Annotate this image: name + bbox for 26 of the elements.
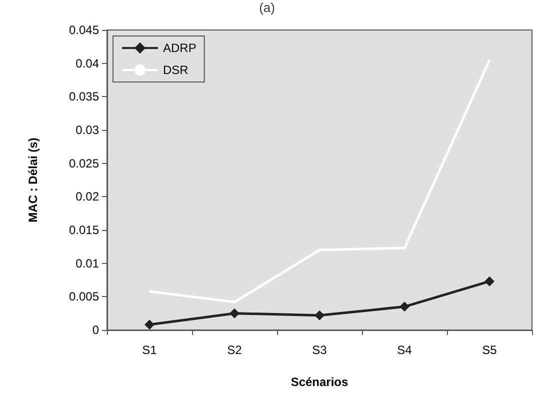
legend-label: DSR (163, 63, 189, 77)
point (144, 320, 154, 330)
y-tick-label: 0.04 (76, 56, 100, 70)
point (484, 276, 494, 286)
y-tick-label: 0.01 (76, 256, 100, 270)
y-tick-label: 0.045 (68, 23, 100, 37)
legend-label: ADRP (163, 41, 196, 55)
x-axis-title: Scénarios (290, 375, 348, 389)
y-tick-label: 0.03 (76, 123, 100, 137)
y-axis-title: MAC : Délai (s) (26, 138, 40, 222)
line-series (148, 58, 491, 304)
point (314, 310, 324, 320)
x-tick-label: S5 (482, 343, 498, 357)
x-tick-label: S2 (227, 343, 242, 357)
x-tick-label: S3 (312, 343, 328, 357)
y-tick-label: 0.025 (68, 156, 100, 170)
y-tick-label: 0 (92, 323, 100, 337)
y-tick-label: 0.015 (68, 223, 100, 237)
x-tick-label: S4 (397, 343, 412, 357)
y-tick-label: 0.035 (68, 90, 100, 104)
chart-title: (a) (259, 0, 275, 15)
point (230, 308, 240, 318)
point (400, 302, 410, 312)
x-tick-label: S1 (142, 343, 158, 357)
y-tick-label: 0.02 (76, 190, 100, 204)
y-tick-label: 0.005 (68, 290, 100, 304)
